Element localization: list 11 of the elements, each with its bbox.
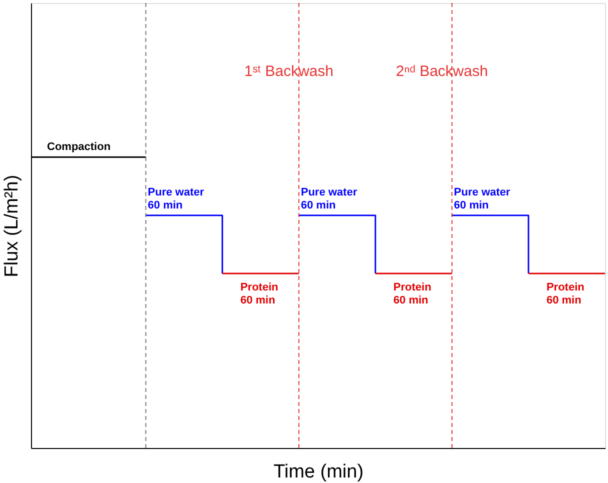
- y-axis-title: Flux (L/m²h): [2, 174, 22, 278]
- annotation: Protein 60 min: [393, 281, 432, 306]
- text: 1ˢᵗ Backwash: [244, 63, 334, 80]
- annotation: Protein 60 min: [546, 281, 585, 306]
- x-axis-title: Time (min): [273, 462, 364, 482]
- annotation: Pure water 60 min: [148, 186, 205, 212]
- annotation: Pure water 60 min: [454, 186, 511, 212]
- text: Compaction: [47, 141, 111, 154]
- annotation: Protein 60 min: [240, 281, 279, 306]
- text: 2ⁿᵈ Backwash: [396, 63, 488, 80]
- annotation: Pure water 60 min: [300, 186, 358, 212]
